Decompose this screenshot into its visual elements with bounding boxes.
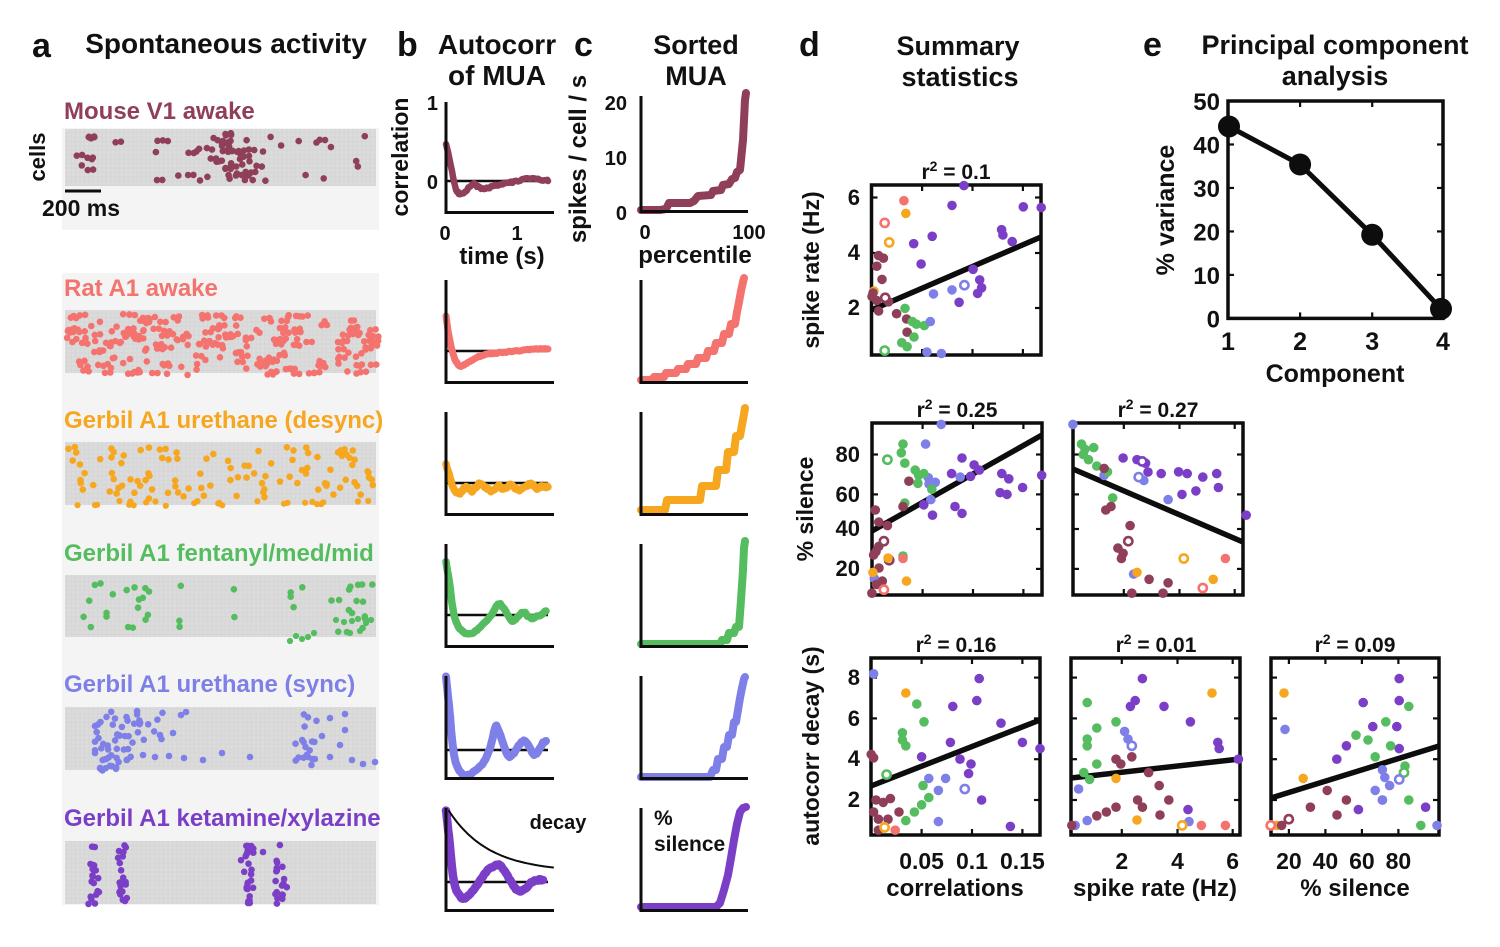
svg-text:1: 1	[511, 223, 522, 245]
svg-text:r2 = 0.16: r2 = 0.16	[916, 631, 997, 657]
svg-text:0: 0	[427, 172, 438, 194]
svg-text:a: a	[32, 27, 52, 65]
svg-text:Sorted: Sorted	[653, 30, 739, 60]
svg-text:20: 20	[605, 93, 627, 115]
svg-text:20: 20	[836, 556, 860, 581]
svg-text:4: 4	[1171, 848, 1184, 874]
svg-text:2: 2	[1115, 848, 1128, 874]
svg-text:MUA: MUA	[665, 61, 727, 91]
svg-text:Summary: Summary	[896, 31, 1019, 61]
svg-text:Gerbil A1 urethane (sync): Gerbil A1 urethane (sync)	[64, 671, 355, 698]
svg-text:Gerbil A1 urethane (desync): Gerbil A1 urethane (desync)	[64, 407, 383, 434]
svg-text:% silence: % silence	[792, 457, 818, 562]
svg-text:40: 40	[1193, 132, 1220, 159]
svg-text:0: 0	[1207, 306, 1220, 333]
svg-text:correlation: correlation	[387, 98, 413, 217]
svg-text:r2 = 0.09: r2 = 0.09	[1315, 631, 1396, 657]
svg-text:6: 6	[848, 706, 860, 731]
svg-text:20: 20	[1276, 848, 1302, 874]
svg-text:80: 80	[1386, 848, 1412, 874]
svg-text:30: 30	[1193, 176, 1220, 203]
svg-text:r2 = 0.25: r2 = 0.25	[917, 396, 998, 422]
svg-text:d: d	[799, 26, 820, 64]
svg-text:4: 4	[848, 746, 861, 771]
svg-text:2: 2	[848, 787, 860, 812]
svg-text:0.15: 0.15	[1000, 848, 1045, 874]
svg-text:40: 40	[1313, 848, 1339, 874]
svg-text:Principal component: Principal component	[1201, 30, 1468, 60]
svg-text:correlations: correlations	[886, 875, 1023, 902]
svg-text:80: 80	[836, 442, 860, 467]
svg-text:%: %	[654, 807, 673, 830]
svg-text:20: 20	[1193, 219, 1220, 246]
svg-text:% variance: % variance	[1152, 145, 1180, 276]
svg-text:spike rate (Hz): spike rate (Hz)	[1073, 875, 1237, 902]
svg-text:analysis: analysis	[1282, 61, 1389, 91]
svg-text:silence: silence	[654, 833, 725, 856]
svg-text:2: 2	[848, 295, 860, 320]
svg-text:10: 10	[605, 148, 627, 170]
svg-text:Component: Component	[1266, 360, 1406, 388]
svg-text:2: 2	[1293, 328, 1307, 356]
svg-text:50: 50	[1193, 89, 1220, 116]
svg-text:1: 1	[427, 93, 438, 115]
svg-text:0.05: 0.05	[899, 848, 944, 874]
svg-text:6: 6	[1226, 848, 1239, 874]
svg-text:c: c	[574, 26, 593, 64]
svg-text:3: 3	[1365, 328, 1379, 356]
svg-text:60: 60	[1349, 848, 1375, 874]
svg-text:4: 4	[848, 240, 861, 265]
svg-text:statistics: statistics	[901, 62, 1018, 92]
svg-text:spike rate (Hz): spike rate (Hz)	[798, 191, 824, 348]
svg-text:Gerbil A1 fentanyl/med/mid: Gerbil A1 fentanyl/med/mid	[64, 540, 374, 567]
svg-text:10: 10	[1193, 263, 1220, 290]
svg-text:Rat A1 awake: Rat A1 awake	[64, 275, 218, 302]
svg-text:0: 0	[616, 203, 627, 225]
svg-text:Autocorr: Autocorr	[438, 29, 556, 60]
svg-text:8: 8	[848, 665, 860, 690]
svg-text:r2 = 0.01: r2 = 0.01	[1116, 631, 1197, 657]
svg-text:time (s): time (s)	[459, 243, 544, 270]
svg-text:1: 1	[1221, 328, 1235, 356]
svg-text:e: e	[1143, 26, 1162, 64]
svg-text:b: b	[397, 26, 418, 64]
svg-text:6: 6	[848, 185, 860, 210]
svg-text:of MUA: of MUA	[448, 60, 546, 91]
svg-text:r2 = 0.1: r2 = 0.1	[921, 158, 990, 184]
svg-text:r2 = 0.27: r2 = 0.27	[1118, 396, 1199, 422]
svg-text:Gerbil A1 ketamine/xylazine: Gerbil A1 ketamine/xylazine	[64, 805, 381, 832]
svg-text:percentile: percentile	[638, 242, 751, 269]
svg-text:% silence: % silence	[1300, 875, 1409, 902]
svg-text:decay: decay	[530, 812, 588, 834]
svg-text:40: 40	[836, 516, 860, 541]
svg-text:100: 100	[732, 222, 765, 244]
svg-text:autocorr decay (s): autocorr decay (s)	[798, 646, 824, 845]
svg-text:60: 60	[836, 482, 860, 507]
svg-text:0: 0	[439, 223, 450, 245]
svg-text:0: 0	[639, 222, 650, 244]
svg-text:4: 4	[1436, 328, 1450, 356]
svg-text:spikes / cell / s: spikes / cell / s	[565, 75, 592, 243]
svg-text:cells: cells	[25, 133, 50, 182]
svg-text:Mouse V1 awake: Mouse V1 awake	[64, 98, 255, 125]
svg-text:Spontaneous activity: Spontaneous activity	[85, 28, 367, 59]
svg-text:0.1: 0.1	[956, 848, 988, 874]
svg-text:200 ms: 200 ms	[42, 195, 120, 221]
